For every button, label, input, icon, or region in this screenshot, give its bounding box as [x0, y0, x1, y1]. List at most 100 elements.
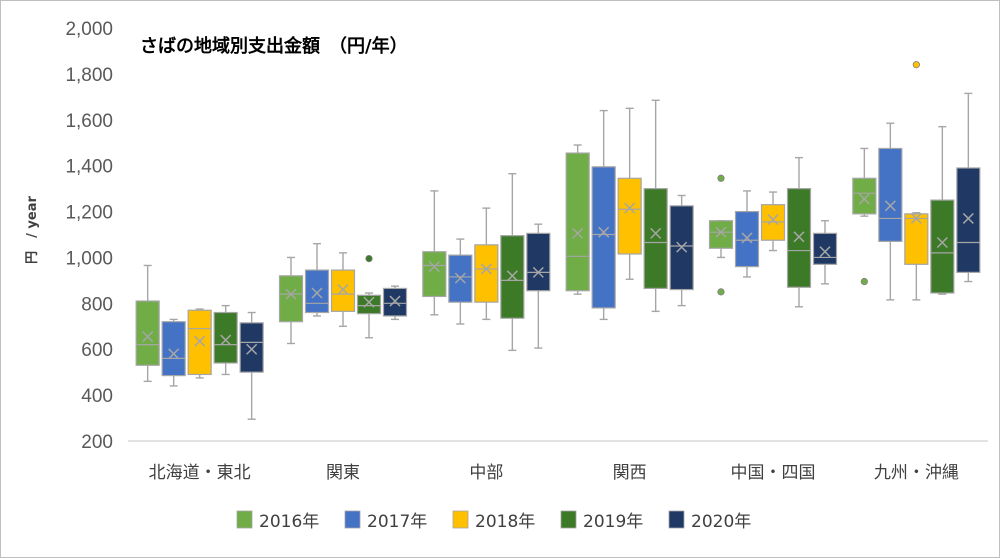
legend-item: 2019年 — [560, 510, 643, 532]
y-axis-label: 円 / year — [25, 196, 40, 264]
mean-marker — [142, 331, 154, 343]
legend-item: 2020年 — [668, 510, 751, 532]
mean-marker — [506, 270, 518, 282]
box — [565, 144, 590, 295]
mean-marker — [910, 212, 922, 224]
series-0 — [135, 144, 877, 383]
y-tick-label: 600 — [81, 340, 113, 361]
outlier-point — [912, 61, 920, 69]
series-3 — [213, 99, 955, 376]
legend-label: 2019年 — [583, 512, 643, 532]
box-iqr — [617, 177, 642, 255]
legend-swatch — [452, 510, 469, 529]
box-iqr — [643, 188, 668, 290]
box-iqr — [135, 300, 160, 366]
mean-marker — [480, 263, 492, 275]
x-category-label: 九州・沖縄 — [874, 463, 959, 483]
series-4 — [239, 92, 981, 420]
box — [669, 194, 694, 307]
box-iqr — [526, 232, 551, 292]
mean-marker — [454, 272, 466, 284]
y-tick-label: 1,000 — [65, 248, 113, 269]
box-iqr — [708, 220, 734, 249]
box-iqr — [500, 235, 525, 319]
mean-marker — [598, 226, 610, 238]
box — [852, 147, 877, 286]
box — [930, 125, 955, 295]
box-iqr — [786, 188, 812, 288]
mean-marker — [962, 212, 974, 224]
box-iqr — [734, 210, 760, 268]
legend-label: 2018年 — [475, 512, 535, 532]
y-tick-label: 1,600 — [65, 111, 113, 132]
mean-marker — [194, 335, 206, 347]
mean-marker — [285, 288, 297, 300]
box-iqr — [812, 232, 838, 265]
box — [904, 61, 929, 301]
series-1 — [161, 109, 903, 387]
legend-swatch — [668, 510, 685, 529]
series-2 — [187, 61, 929, 379]
mean-marker — [363, 296, 375, 308]
box-iqr — [565, 152, 590, 292]
legend-swatch — [236, 510, 253, 529]
y-tick-label: 1,400 — [65, 157, 113, 178]
x-category-label: 関東 — [326, 463, 360, 483]
y-tick-label: 200 — [81, 432, 113, 453]
box-series-group — [135, 61, 981, 420]
box — [239, 311, 264, 420]
box — [956, 92, 981, 283]
mean-marker — [884, 200, 896, 212]
box-iqr — [956, 167, 981, 273]
box — [278, 256, 304, 345]
mean-marker — [936, 237, 948, 249]
mean-marker — [676, 241, 688, 253]
mean-marker — [793, 231, 805, 243]
mean-marker — [624, 202, 636, 214]
outlier-point — [717, 288, 725, 296]
mean-marker — [572, 227, 584, 239]
box-iqr — [330, 269, 356, 312]
x-category-label: 中国・四国 — [731, 463, 816, 483]
mean-marker — [168, 348, 180, 360]
mean-marker — [741, 232, 753, 244]
box — [135, 264, 160, 383]
box — [382, 285, 408, 321]
mean-marker — [532, 266, 544, 278]
box-iqr — [474, 244, 499, 303]
mean-marker — [246, 343, 258, 355]
box-iqr — [878, 147, 903, 242]
y-tick-label: 800 — [81, 294, 113, 315]
box — [526, 223, 551, 349]
box — [734, 190, 760, 278]
box — [643, 99, 668, 313]
legend-item: 2016年 — [236, 510, 319, 532]
y-axis-ticks: 200 400 600 800 1,000 1,200 1,400 1,600 1,800 2,0… — [65, 19, 113, 453]
box-iqr — [213, 311, 238, 364]
mean-marker — [311, 287, 323, 299]
box — [812, 220, 838, 285]
legend-swatch — [560, 510, 577, 529]
x-axis-categories: 北海道・東北 関東 中部 関西 中国・四国 九州・沖縄 — [149, 463, 959, 483]
box-iqr — [904, 213, 929, 265]
box-iqr — [278, 275, 304, 323]
outlier-point — [860, 277, 868, 286]
mean-marker — [715, 226, 727, 238]
box — [617, 107, 642, 280]
box-iqr — [382, 287, 408, 317]
box — [786, 156, 812, 308]
box — [500, 172, 525, 352]
box — [422, 190, 447, 316]
box-iqr — [422, 251, 447, 298]
box — [878, 122, 903, 301]
y-tick-label: 1,200 — [65, 203, 113, 224]
box — [304, 242, 330, 317]
legend-label: 2017年 — [367, 512, 427, 532]
box — [213, 304, 238, 376]
plot-area: 200 400 600 800 1,000 1,200 1,400 1,600 1,800 2,0… — [65, 19, 988, 483]
box-iqr — [239, 322, 264, 373]
mean-marker — [389, 295, 401, 307]
box — [187, 308, 212, 379]
